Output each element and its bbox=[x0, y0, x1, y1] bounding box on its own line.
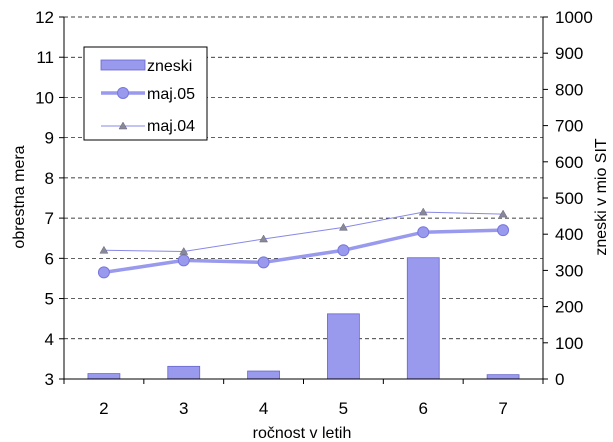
y-right-tick-label: 700 bbox=[555, 117, 583, 136]
legend-swatch-zneski bbox=[100, 59, 146, 71]
y-right-tick-label: 600 bbox=[555, 153, 583, 172]
line-maj05 bbox=[103, 228, 504, 275]
y-left-tick-label: 7 bbox=[45, 209, 54, 228]
x-tick-label: 7 bbox=[498, 399, 507, 418]
y-left-tick-label: 9 bbox=[45, 129, 54, 148]
bar-zneski bbox=[486, 374, 520, 380]
legend-label-zneski: zneski bbox=[147, 58, 192, 75]
point-maj04 bbox=[179, 246, 189, 255]
y-left-tick-label: 5 bbox=[45, 290, 54, 309]
y-left-tick-label: 3 bbox=[45, 370, 54, 389]
y-right-tick-label: 300 bbox=[555, 261, 583, 280]
point-maj04 bbox=[498, 209, 508, 218]
line-series bbox=[97, 207, 510, 279]
bar-zneski bbox=[87, 373, 121, 380]
x-tick-label: 5 bbox=[339, 399, 348, 418]
y-left-tick-label: 10 bbox=[35, 88, 54, 107]
legend-marker-maj05 bbox=[117, 87, 129, 99]
point-maj05 bbox=[337, 244, 350, 257]
legend-marker-maj04 bbox=[118, 121, 128, 130]
legend-label-maj05: maj.05 bbox=[147, 86, 195, 103]
point-maj05 bbox=[177, 254, 190, 267]
y-left-tick-label: 6 bbox=[45, 249, 54, 268]
point-maj05 bbox=[97, 266, 110, 279]
y-left-tick-label: 4 bbox=[45, 330, 54, 349]
bar-zneski bbox=[247, 370, 280, 380]
point-maj04 bbox=[99, 245, 109, 254]
point-maj04 bbox=[338, 222, 348, 231]
y-right-tick-label: 1000 bbox=[555, 8, 593, 27]
line-maj04 bbox=[103, 211, 504, 252]
tick-labels: 3 4 5 6 7 8 9 10 11 12 0 100 200 300 400 500 600 700 800 90… bbox=[35, 8, 593, 418]
point-maj05 bbox=[417, 226, 430, 239]
legend: zneski maj.05 maj.04 bbox=[83, 46, 208, 141]
y-left-tick-label: 12 bbox=[35, 8, 54, 27]
bar-zneski bbox=[167, 365, 201, 380]
y-right-tick-label: 900 bbox=[555, 44, 583, 63]
y-right-tick-label: 400 bbox=[555, 225, 583, 244]
x-tick-label: 2 bbox=[99, 399, 108, 418]
y-left-tick-label: 11 bbox=[36, 48, 54, 67]
legend-label-maj04: maj.04 bbox=[147, 118, 195, 135]
point-maj05 bbox=[497, 224, 510, 237]
x-axis-title: ročnost v letih bbox=[253, 425, 352, 442]
point-maj04 bbox=[418, 207, 428, 216]
bar-series bbox=[87, 257, 520, 380]
axes bbox=[59, 16, 548, 384]
x-tick-label: 6 bbox=[419, 399, 428, 418]
y-right-tick-label: 200 bbox=[555, 298, 583, 317]
y-right-tick-label: 100 bbox=[555, 334, 583, 353]
x-tick-label: 3 bbox=[179, 399, 188, 418]
bar-zneski bbox=[327, 313, 360, 380]
y-right-tick-label: 0 bbox=[555, 370, 564, 389]
x-tick-label: 4 bbox=[259, 399, 268, 418]
y-right-tick-label: 500 bbox=[555, 189, 583, 208]
y-right-tick-label: 800 bbox=[555, 80, 583, 99]
point-maj05 bbox=[257, 256, 270, 269]
y-axis-left-title: obrestna mera bbox=[11, 145, 28, 248]
point-maj04 bbox=[259, 234, 269, 243]
y-axis-right-title: zneski v mio SIT bbox=[593, 138, 610, 256]
y-left-tick-label: 8 bbox=[45, 169, 54, 188]
bar-zneski bbox=[406, 257, 440, 380]
